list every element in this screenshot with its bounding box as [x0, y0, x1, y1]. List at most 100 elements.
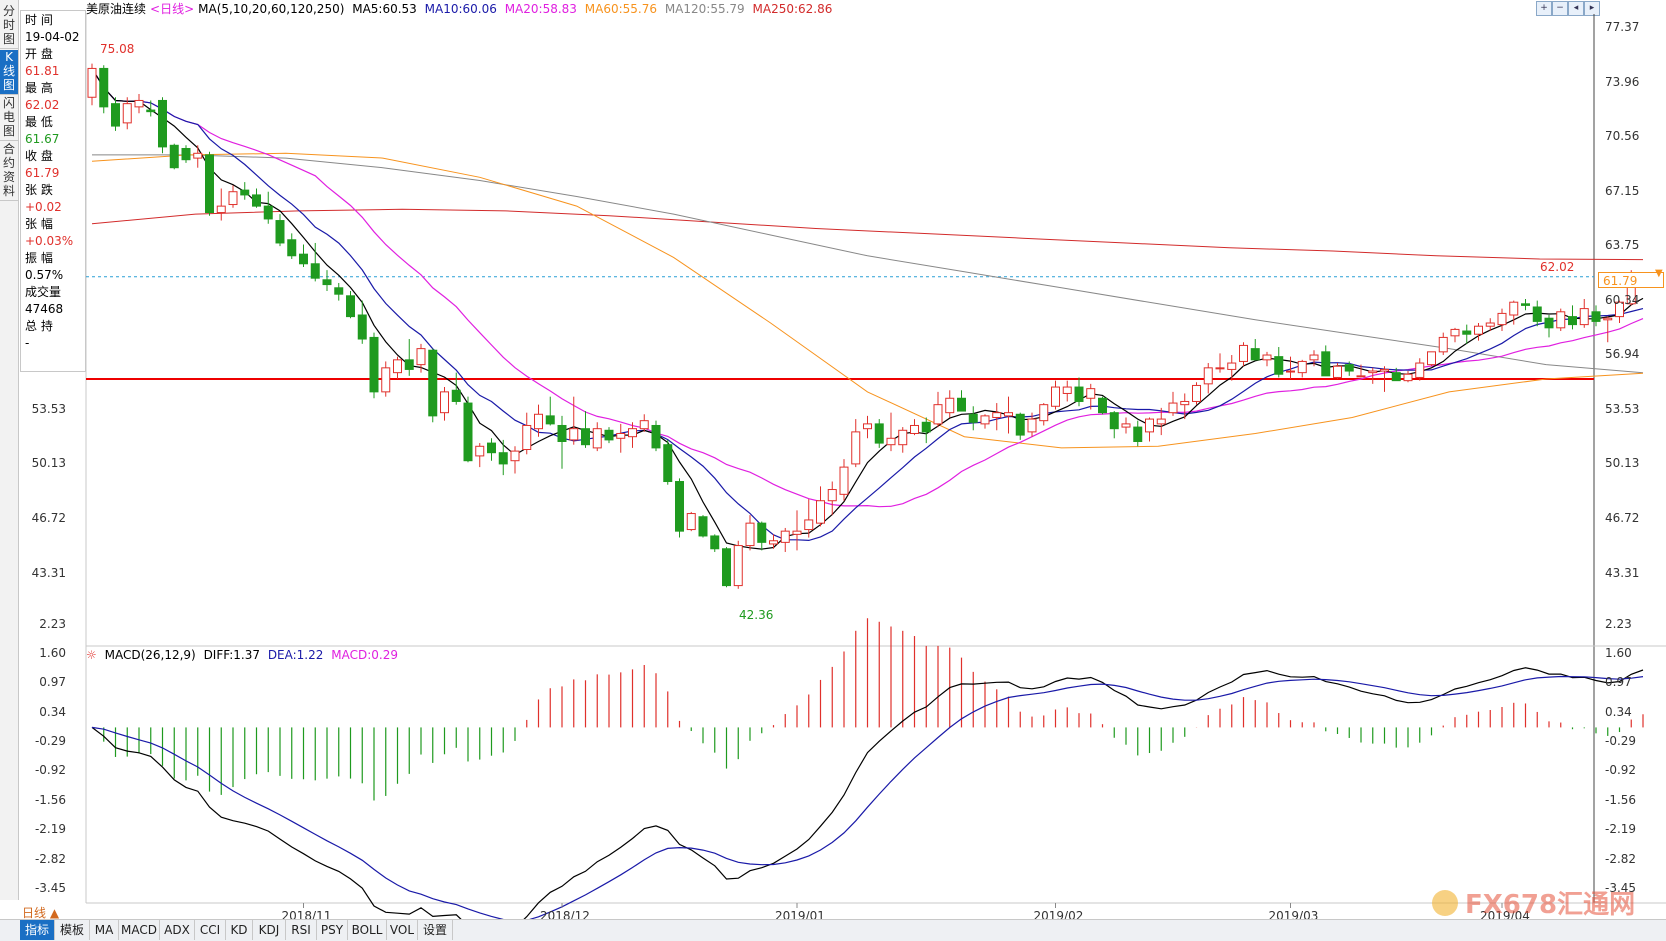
scroll-right-icon[interactable]: ▸: [1584, 1, 1600, 16]
zoom-in-icon[interactable]: +: [1536, 1, 1552, 16]
indicator-tab-macd[interactable]: MACD: [119, 920, 160, 940]
indicator-tab-rsi[interactable]: RSI: [286, 920, 317, 940]
candle[interactable]: [522, 424, 532, 450]
candle[interactable]: [1356, 375, 1366, 378]
candle[interactable]: [957, 397, 966, 412]
candle[interactable]: [1004, 412, 1013, 417]
candle[interactable]: [1203, 367, 1213, 385]
candle[interactable]: [99, 67, 109, 108]
candle[interactable]: [1027, 418, 1037, 433]
candle[interactable]: [322, 279, 332, 286]
candle[interactable]: [475, 445, 485, 457]
macd-settings-icon[interactable]: ☼: [86, 648, 97, 662]
candle[interactable]: [287, 239, 297, 257]
candle[interactable]: [1227, 362, 1237, 370]
candle[interactable]: [628, 428, 637, 438]
candle[interactable]: [921, 421, 931, 433]
candle[interactable]: [1344, 364, 1354, 372]
candle[interactable]: [510, 450, 520, 462]
candle[interactable]: [557, 424, 567, 442]
candle[interactable]: [534, 413, 543, 430]
candle[interactable]: [216, 205, 226, 214]
candle[interactable]: [1168, 402, 1178, 414]
candle[interactable]: [357, 314, 367, 340]
indicator-tab-kdj[interactable]: KDJ: [253, 920, 286, 940]
candle[interactable]: [240, 189, 250, 196]
candle[interactable]: [1321, 351, 1331, 377]
indicator-tab-kd[interactable]: KD: [226, 920, 253, 940]
scroll-left-icon[interactable]: ◂: [1568, 1, 1584, 16]
candle[interactable]: [1450, 328, 1460, 337]
candle[interactable]: [463, 402, 473, 462]
candle[interactable]: [146, 109, 156, 113]
candle[interactable]: [122, 103, 132, 124]
indicator-tab-psy[interactable]: PSY: [317, 920, 348, 940]
candle[interactable]: [1039, 404, 1049, 422]
candle[interactable]: [604, 429, 614, 441]
candle[interactable]: [722, 548, 731, 587]
candle[interactable]: [205, 154, 214, 214]
candle[interactable]: [992, 412, 1002, 418]
candle[interactable]: [1215, 367, 1225, 370]
candle[interactable]: [487, 442, 496, 454]
candle[interactable]: [393, 359, 402, 374]
candle[interactable]: [733, 545, 743, 587]
candle[interactable]: [1603, 317, 1613, 321]
candle[interactable]: [1156, 418, 1166, 425]
candle[interactable]: [581, 428, 590, 446]
tab-flash-chart[interactable]: 闪电图: [0, 96, 18, 141]
candle[interactable]: [1074, 386, 1084, 402]
candle[interactable]: [1062, 386, 1072, 394]
candle[interactable]: [863, 423, 872, 430]
candle[interactable]: [968, 413, 978, 423]
candle[interactable]: [1462, 330, 1472, 335]
zoom-out-icon[interactable]: −: [1552, 1, 1568, 16]
candle[interactable]: [404, 359, 414, 370]
candle[interactable]: [1286, 370, 1295, 373]
candle[interactable]: [134, 99, 144, 108]
tab-kline[interactable]: K线图: [0, 50, 18, 95]
candle[interactable]: [1121, 423, 1131, 428]
candle[interactable]: [346, 295, 355, 318]
candle[interactable]: [1051, 386, 1060, 407]
candle[interactable]: [310, 263, 320, 279]
indicator-tab-boll[interactable]: BOLL: [348, 920, 387, 940]
candle[interactable]: [569, 428, 579, 441]
candle[interactable]: [851, 431, 861, 465]
indicator-tab-ma[interactable]: MA: [90, 920, 119, 940]
candle[interactable]: [1556, 311, 1566, 329]
candle[interactable]: [980, 415, 990, 425]
candle[interactable]: [1497, 312, 1507, 326]
period-selector[interactable]: 日线 ▲: [22, 906, 60, 920]
candle[interactable]: [1133, 426, 1143, 442]
candle[interactable]: [451, 389, 461, 402]
candle[interactable]: [592, 428, 602, 449]
tab-time-sharing[interactable]: 分时图: [0, 4, 18, 49]
candle[interactable]: [1098, 397, 1107, 414]
candle[interactable]: [1239, 344, 1248, 362]
candle[interactable]: [1521, 303, 1530, 306]
candle[interactable]: [827, 489, 837, 502]
indicator-tab-设置[interactable]: 设置: [418, 920, 453, 940]
candle[interactable]: [1544, 317, 1554, 329]
indicator-tab-指标[interactable]: 指标: [20, 920, 55, 940]
candle[interactable]: [663, 444, 673, 483]
candle[interactable]: [1262, 354, 1272, 361]
indicator-tab-adx[interactable]: ADX: [160, 920, 195, 940]
candle[interactable]: [381, 367, 391, 393]
candle[interactable]: [545, 415, 555, 425]
candle[interactable]: [111, 103, 120, 127]
candle[interactable]: [1015, 413, 1025, 436]
candle[interactable]: [158, 99, 167, 148]
indicator-tab-cci[interactable]: CCI: [195, 920, 226, 940]
candle[interactable]: [87, 67, 97, 98]
candle[interactable]: [1192, 384, 1201, 402]
candle[interactable]: [1474, 325, 1483, 335]
candle[interactable]: [1145, 418, 1154, 433]
indicator-tab-vol[interactable]: VOL: [387, 920, 418, 940]
candle[interactable]: [1427, 351, 1436, 366]
candle[interactable]: [780, 530, 790, 543]
candle[interactable]: [1579, 308, 1589, 326]
period-label[interactable]: <日线>: [150, 2, 195, 16]
